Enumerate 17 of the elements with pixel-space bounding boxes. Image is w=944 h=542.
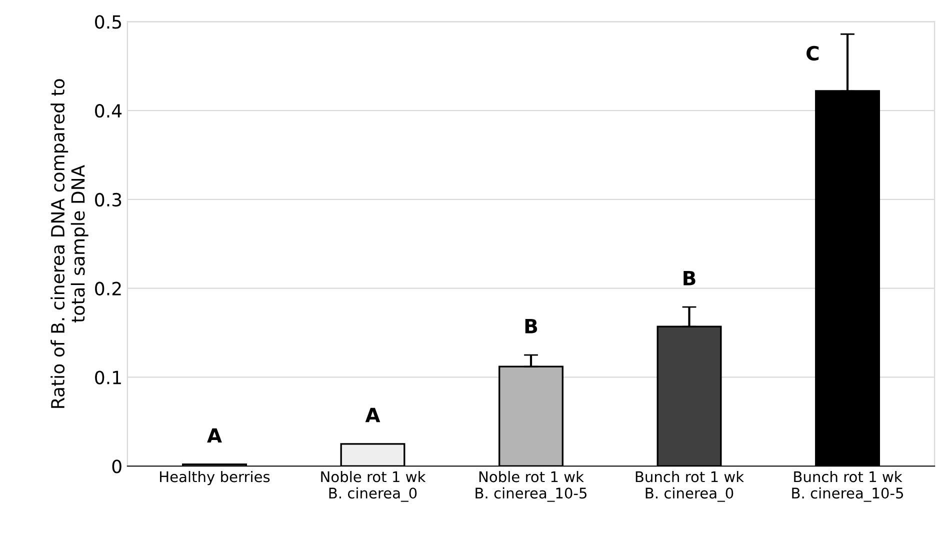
y-tick-label: 0.2 bbox=[95, 282, 121, 296]
y-axis-title: Ratio of B. cinerea DNA compared to total sample DNA bbox=[50, 79, 88, 408]
y-tick-label: 0.3 bbox=[95, 192, 122, 207]
x-tick-label: Bunch rot 1 wk B. cinerea_10-5 bbox=[792, 470, 904, 502]
y-tick-label: 0 bbox=[112, 460, 122, 474]
annotation: C bbox=[806, 46, 819, 61]
x-tick-label: Healthy berries bbox=[160, 470, 270, 486]
y-tick-label: 0.1 bbox=[95, 370, 121, 384]
annotation: B bbox=[525, 319, 538, 334]
x-tick-label: Noble rot 1 wk B. cinerea_10-5 bbox=[476, 470, 586, 502]
x-tick-label: Bunch rot 1 wk B. cinerea_0 bbox=[636, 470, 744, 502]
annotation: A bbox=[365, 408, 380, 422]
y-tick-label: 0.5 bbox=[95, 15, 122, 29]
annotation: A bbox=[207, 428, 222, 443]
y-tick-label: 0.4 bbox=[95, 104, 122, 118]
annotation: B bbox=[684, 271, 696, 286]
x-tick-label: Noble rot 1 wk B. cinerea_0 bbox=[321, 470, 426, 502]
